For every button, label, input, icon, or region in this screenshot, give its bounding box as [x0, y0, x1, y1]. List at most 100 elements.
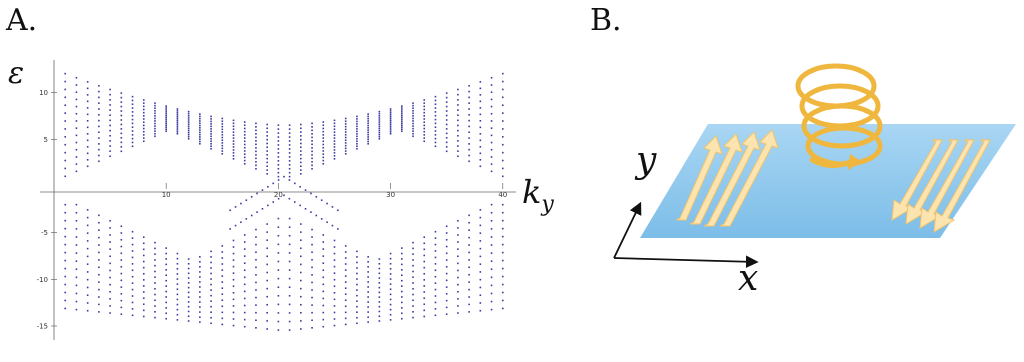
scatter-point [98, 244, 100, 246]
scatter-point [423, 130, 426, 133]
scatter-point [300, 279, 302, 282]
scatter-point [199, 140, 201, 143]
scatter-point [142, 291, 145, 293]
scatter-point [445, 238, 448, 241]
scatter-point [165, 285, 167, 287]
scatter-point [210, 294, 212, 297]
scatter-point [165, 113, 167, 115]
scatter-point [401, 258, 403, 260]
scatter-point [401, 317, 403, 320]
scatter-point [412, 117, 414, 120]
scatter-point [165, 128, 167, 131]
scatter-point [490, 284, 493, 287]
scatter-point [165, 126, 167, 129]
scatter-point [243, 127, 246, 130]
scatter-point [165, 130, 167, 133]
scatter-point [232, 285, 235, 288]
x-tick-label: 20 [274, 191, 283, 199]
scatter-point [277, 152, 280, 154]
scatter-point [401, 109, 403, 111]
scatter-point [490, 105, 493, 108]
scatter-point [255, 289, 257, 291]
scatter-point [154, 109, 156, 112]
scatter-point [109, 269, 111, 272]
scatter-point [389, 313, 392, 316]
scatter-point [401, 120, 403, 123]
scatter-point [64, 251, 67, 254]
scatter-point [266, 239, 268, 241]
scatter-point [311, 164, 313, 167]
scatter-point [131, 103, 134, 106]
scatter-point [199, 133, 201, 136]
scatter-point [311, 296, 313, 299]
scatter-point [501, 235, 504, 238]
scatter-point [326, 202, 328, 205]
scatter-point [75, 244, 78, 246]
scatter-point [187, 131, 190, 134]
scatter-point [490, 91, 493, 94]
scatter-point [333, 125, 336, 128]
scatter-point [199, 122, 201, 125]
scatter-point [322, 130, 325, 133]
scatter-point [479, 278, 482, 281]
scatter-point [389, 117, 392, 120]
scatter-point [389, 125, 392, 127]
scatter-point [221, 131, 224, 133]
scatter-point [187, 133, 190, 136]
scatter-point [232, 259, 235, 261]
scatter-point [501, 243, 504, 246]
scatter-point [199, 124, 201, 127]
scatter-point [344, 133, 347, 136]
scatter-point [210, 300, 212, 302]
scatter-point [378, 125, 381, 128]
scatter-point [187, 258, 190, 260]
scatter-point [120, 146, 123, 148]
scatter-point [412, 115, 414, 117]
scatter-point [154, 104, 156, 107]
scatter-point [131, 134, 134, 136]
scatter-point [187, 135, 190, 138]
scatter-point [445, 245, 448, 248]
scatter-point [423, 309, 426, 312]
scatter-point [479, 133, 482, 135]
scatter-point [187, 282, 190, 284]
scatter-point [187, 315, 190, 318]
scatter-point [176, 283, 179, 285]
scatter-point [300, 271, 302, 274]
scatter-point [300, 146, 302, 149]
scatter-point [378, 119, 381, 121]
scatter-point [154, 102, 156, 104]
scatter-point [199, 136, 201, 138]
scatter-point [344, 281, 347, 283]
scatter-point [288, 234, 291, 237]
scatter-point [344, 251, 347, 253]
scatter-point [176, 123, 179, 126]
scatter-point [412, 305, 414, 307]
scatter-point [378, 282, 381, 284]
scatter-point [412, 122, 414, 125]
scatter-point [378, 262, 381, 265]
scatter-point [187, 117, 190, 119]
scatter-point [98, 273, 100, 276]
scatter-point [199, 276, 201, 278]
scatter-point [266, 263, 268, 266]
scatter-point [300, 303, 302, 306]
scatter-point [311, 136, 313, 139]
scatter-point [344, 117, 347, 120]
scatter-point [75, 163, 78, 165]
scatter-point [98, 143, 100, 145]
scatter-point [423, 140, 426, 143]
scatter-point [288, 167, 291, 170]
scatter-point [120, 92, 123, 94]
scatter-point [131, 111, 134, 113]
scatter-point [389, 257, 392, 260]
scatter-point [75, 98, 78, 101]
scatter-point [445, 96, 448, 99]
scatter-point [98, 148, 100, 151]
scatter-point [378, 301, 381, 303]
scatter-point [109, 119, 111, 122]
scatter-point [75, 300, 78, 303]
scatter-point [75, 134, 78, 137]
scatter-point [75, 236, 78, 238]
scatter-point [445, 306, 448, 309]
